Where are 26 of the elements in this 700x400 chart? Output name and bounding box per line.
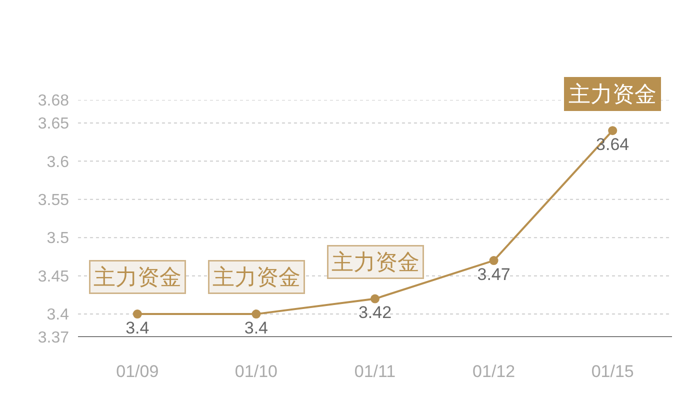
y-tick-label: 3.45 [38, 268, 70, 286]
data-label: 3.4 [244, 318, 268, 338]
y-tick-label: 3.37 [38, 330, 70, 347]
y-tick-label: 3.6 [46, 154, 70, 171]
data-label: 3.42 [358, 303, 392, 322]
x-tick-label: 01/11 [354, 362, 396, 381]
data-label: 3.4 [126, 318, 150, 338]
annotation: 主力资金 [568, 82, 656, 106]
point [608, 126, 618, 136]
point [252, 310, 261, 319]
y-tick-label: 3.68 [38, 92, 70, 110]
data-label: 3.47 [477, 264, 510, 284]
x-tick-label: 01/10 [234, 362, 278, 381]
y-tick-label: 3.4 [46, 306, 70, 324]
point [132, 310, 142, 319]
annotation: 主力资金 [332, 250, 420, 274]
y-tick-label: 3.5 [46, 230, 70, 248]
x-tick-label: 01/09 [116, 362, 159, 381]
annotation: 主力资金 [94, 264, 182, 290]
y-tick-label: 3.65 [38, 116, 70, 133]
point [489, 256, 498, 266]
point [370, 294, 380, 304]
annotation: 主力资金 [212, 264, 300, 290]
x-tick-label: 01/12 [472, 362, 516, 381]
x-tick-label: 01/15 [591, 362, 634, 381]
y-tick-label: 3.55 [38, 192, 70, 209]
